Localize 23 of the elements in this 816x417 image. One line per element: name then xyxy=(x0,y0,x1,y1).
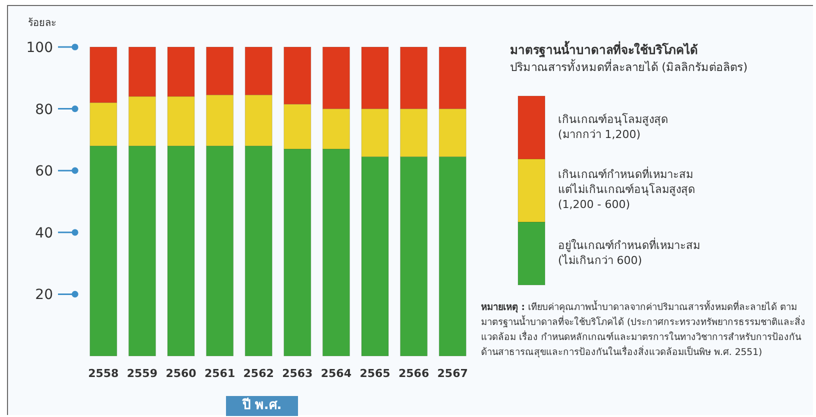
x-tick-label: 2559 xyxy=(126,367,158,380)
x-tick-label: 2567 xyxy=(437,367,468,380)
text: ปริมาณสารทั้งหมดที่ละลายได้ (มิลลิกรัมต่อลิตร) xyxy=(510,58,748,76)
text: มาตรฐานน้ำบาดาลที่จะใช้บริโภคได้ xyxy=(510,40,698,59)
text: เกินเกณฑ์กำหนดที่เหมาะสม แต่ไม่เกินเกณฑ์อนุโลมสูงสุด (1,200 - 600) xyxy=(558,166,695,212)
x-tick-label: 2560 xyxy=(166,367,197,380)
text: เกินเกณฑ์อนุโลมสูงสุด (มากกว่า 1,200) xyxy=(558,112,668,142)
x-tick-label: 2563 xyxy=(282,367,313,380)
x-tick-label: 2565 xyxy=(360,367,390,380)
text: อยู่ในเกณฑ์กำหนดที่เหมาะสม (ไม่เกินกว่า 600) xyxy=(558,238,700,268)
y-tick-label: 100 xyxy=(26,40,53,56)
y-tick-label: 80 xyxy=(35,102,53,118)
x-tick-label: 2561 xyxy=(204,367,236,380)
x-tick-label: 2564 xyxy=(320,367,352,380)
y-axis-title: ร้อยละ xyxy=(28,16,56,30)
x-tick-label: 2562 xyxy=(243,367,274,380)
x-tick-label: 2566 xyxy=(398,367,430,380)
x-tick-label: 2558 xyxy=(88,367,119,380)
y-tick-label: 40 xyxy=(35,225,53,242)
x-axis-title: ปี พ.ศ. xyxy=(226,396,298,416)
y-tick-label: 60 xyxy=(35,164,53,180)
y-tick-label: 20 xyxy=(35,287,53,304)
text: หมายเหตุ : เทียบค่าคุณภาพน้ำบาดาลจากค่าปริมาณสารทั้งหมดที่ละลายได้ ตามมาตรฐานน้ำบาดาลที่จะใช้บริโภคได้ (ประกาศกระทรวงทรัพยากรธรรมชาติและสิ่งแวดล้อม เรื่อง กำหนดหลักเกณฑ์และมาตรการในทางวิชาการสำหรับการป้องกันด้านสาธารณสุขและการป้องกันในเรื่องสิ่งแวดล้อมเป็นพิษ พ.ศ. 2551) xyxy=(481,300,807,360)
